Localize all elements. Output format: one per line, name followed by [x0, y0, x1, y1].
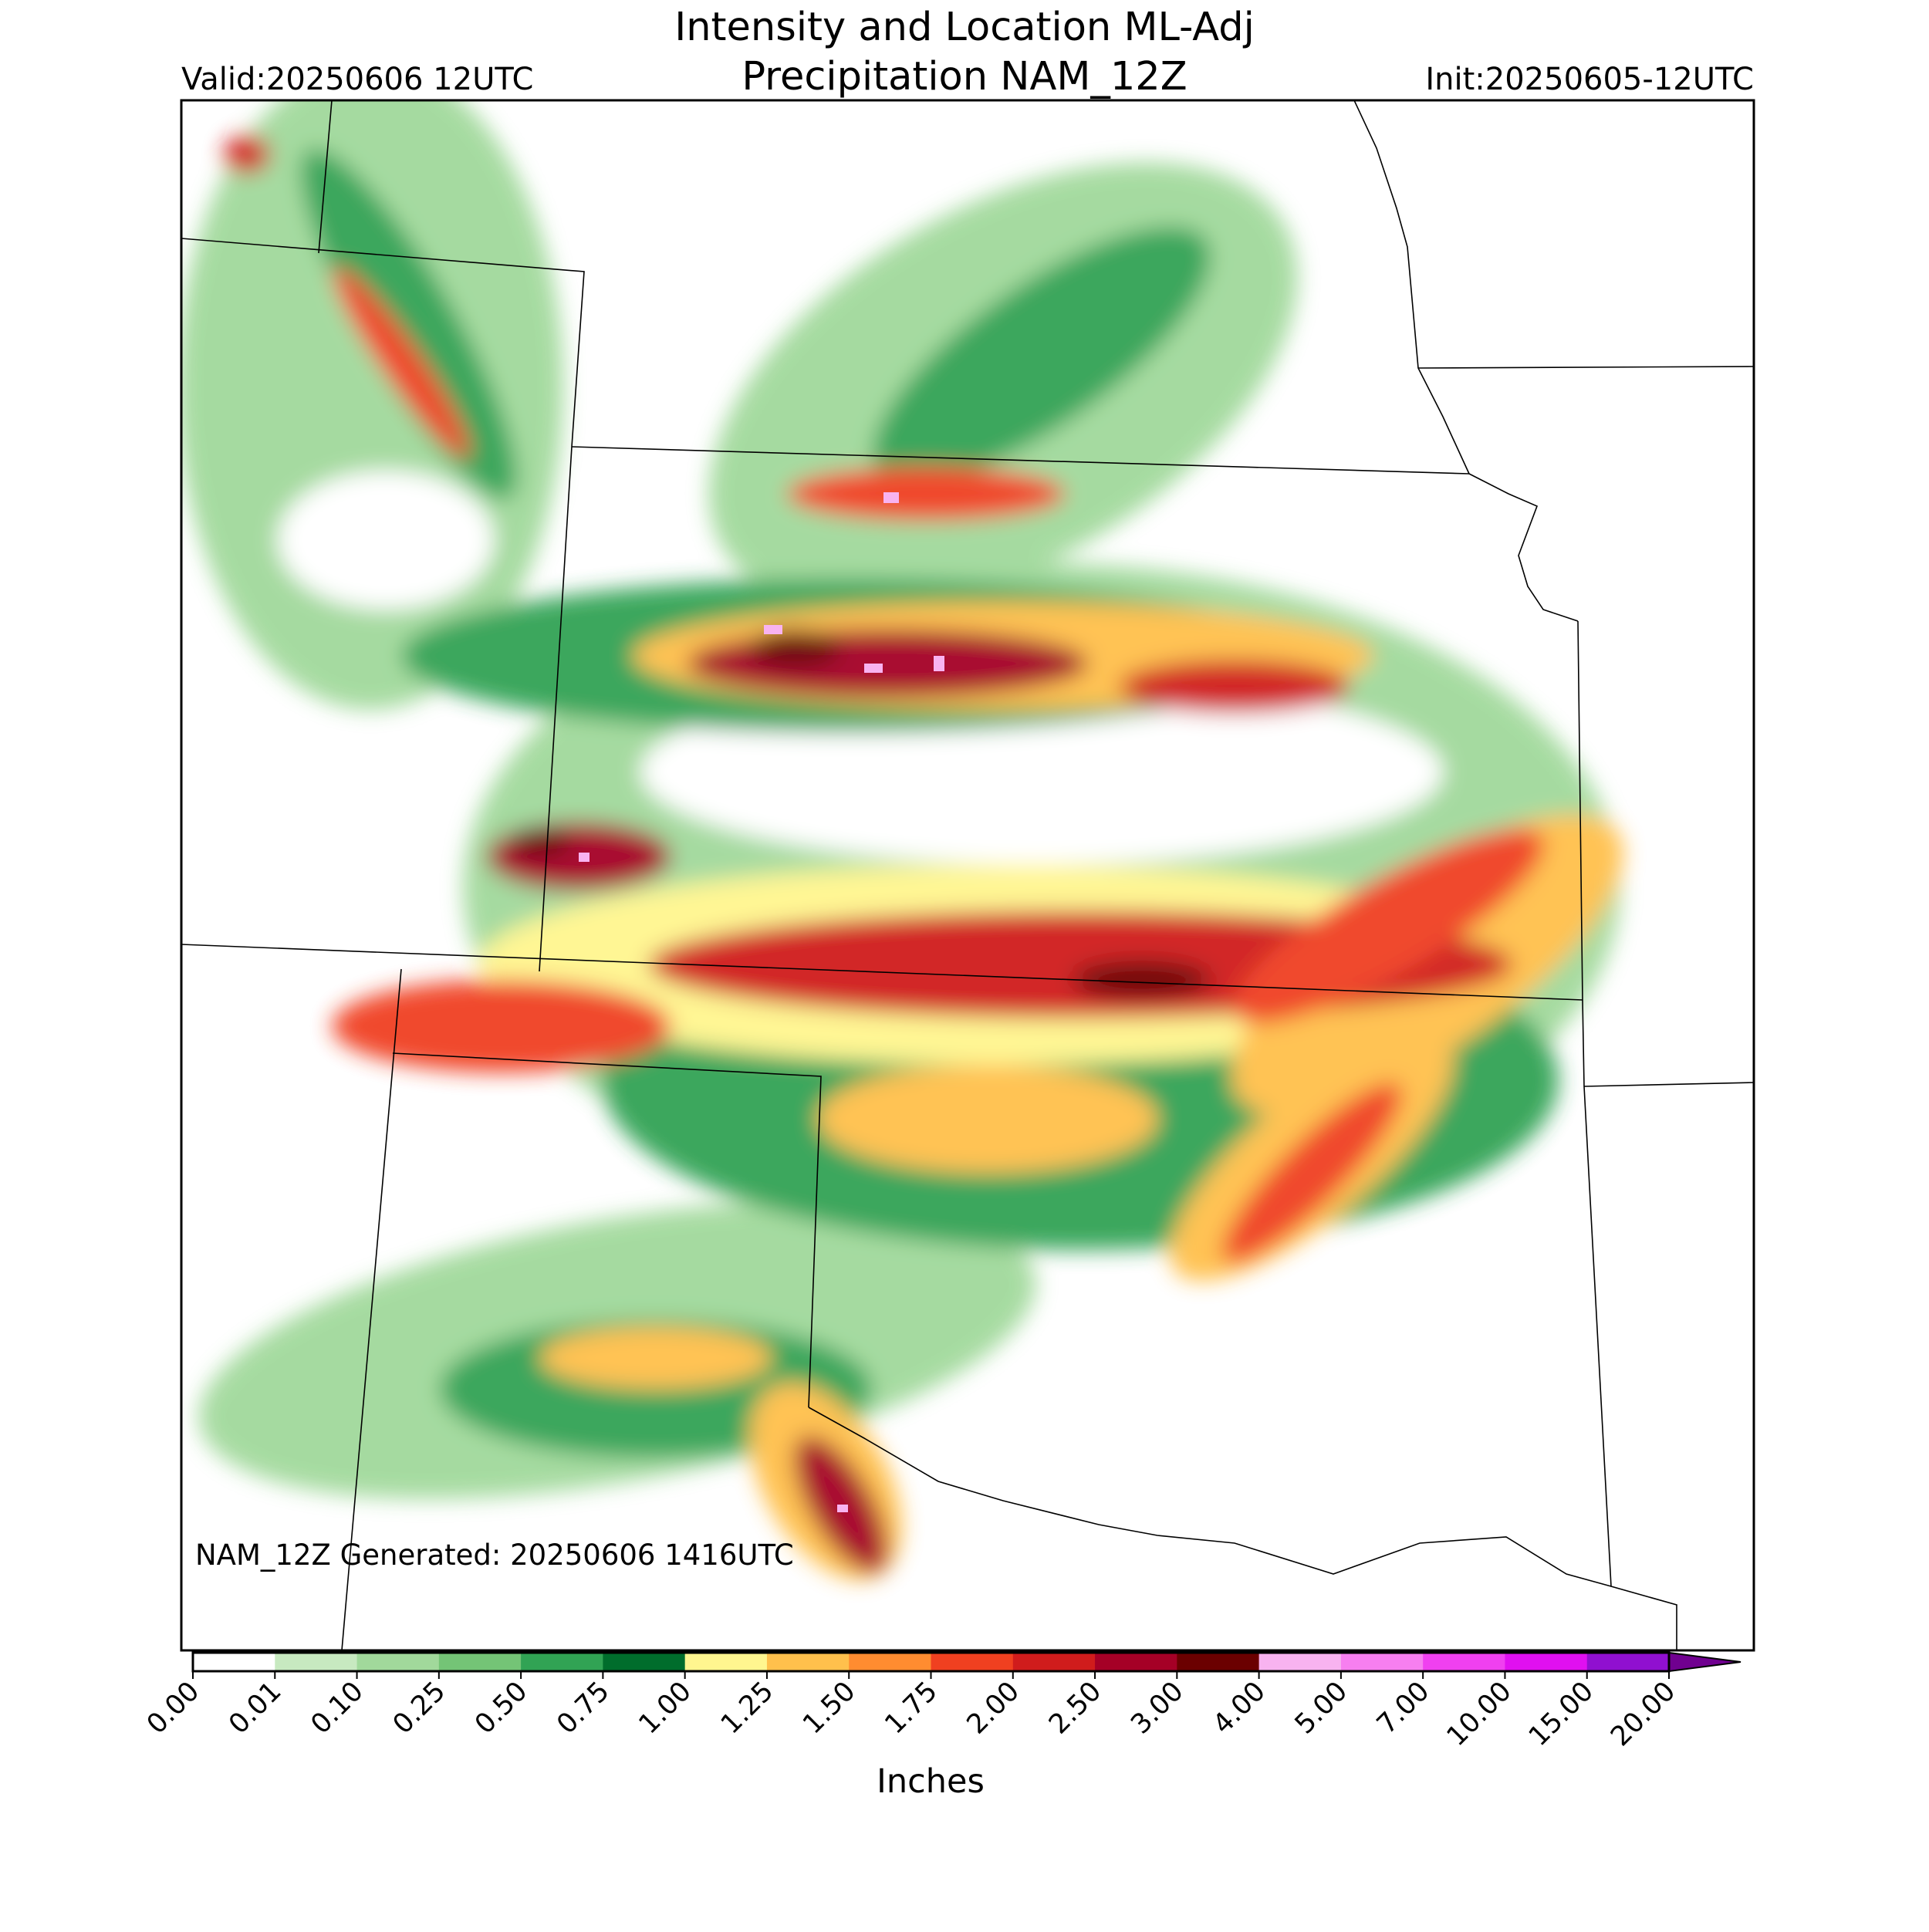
- colorbar-segment: [356, 1653, 440, 1671]
- colorbar-segment: [1340, 1653, 1424, 1671]
- colorbar-segment: [684, 1653, 768, 1671]
- colorbar-segment: [521, 1653, 603, 1671]
- colorbar-label: Inches: [877, 1762, 985, 1801]
- colorbar-tick-label: 0.10: [306, 1676, 370, 1740]
- init-time: Init:20250605-12UTC: [1425, 62, 1754, 97]
- colorbar-tick-label: 0.01: [223, 1676, 287, 1740]
- colorbar-segment: [931, 1653, 1014, 1671]
- colorbar-tick-label: 15.00: [1523, 1676, 1600, 1752]
- colorbar-tick-label: 5.00: [1289, 1676, 1353, 1740]
- colorbar-segment: [1423, 1653, 1505, 1671]
- colorbar-tick-label: 1.50: [797, 1676, 861, 1740]
- map-frame: [180, 99, 1755, 1652]
- colorbar-segment: [849, 1653, 931, 1671]
- colorbar: 0.00 0.01 0.10 0.25 0.50 0.75 1.00 1.25 1.50 1.75…: [141, 1651, 1742, 1752]
- colorbar-tick-label: 0.25: [387, 1676, 451, 1740]
- colorbar-tick-label: 0.75: [551, 1676, 615, 1740]
- boundaries: [181, 100, 1754, 1650]
- title-line: Precipitation NAM_12Z: [742, 54, 1187, 100]
- colorbar-tick-label: 10.00: [1441, 1676, 1518, 1752]
- colorbar-tick-label: 2.00: [961, 1676, 1025, 1740]
- colorbar-tick-label: 0.50: [469, 1676, 533, 1740]
- colorbar-segment: [1505, 1653, 1588, 1671]
- colorbar-tick-label: 1.75: [879, 1676, 943, 1740]
- colorbar-segment: [1258, 1653, 1342, 1671]
- colorbar-segment: [193, 1653, 275, 1671]
- colorbar-extend: [1668, 1651, 1742, 1673]
- colorbar-tick-label: 3.00: [1125, 1676, 1189, 1740]
- colorbar-segment: [1586, 1653, 1670, 1671]
- precip-field: [181, 100, 1623, 1580]
- colorbar-segment: [766, 1653, 850, 1671]
- colorbar-segment: [438, 1653, 522, 1671]
- colorbar-tick-label: 20.00: [1605, 1676, 1681, 1752]
- colorbar-segment: [603, 1653, 686, 1671]
- colorbar-tick-label: 4.00: [1208, 1676, 1272, 1740]
- colorbar-tick-label: 1.25: [715, 1676, 779, 1740]
- colorbar-segment: [1177, 1653, 1260, 1671]
- colorbar-segment: [1012, 1653, 1096, 1671]
- colorbar-tick-label: 2.50: [1043, 1676, 1107, 1740]
- colorbar-tick-label: 0.00: [141, 1676, 205, 1740]
- title-line: Intensity and Location ML-Adj: [674, 5, 1255, 50]
- valid-time: Valid:20250606 12UTC: [181, 62, 533, 97]
- colorbar-segment: [1095, 1653, 1177, 1671]
- colorbar-tick-label: 1.00: [633, 1676, 698, 1740]
- footnote: NAM_12Z Generated: 20250606 1416UTC: [195, 1539, 794, 1572]
- colorbar-segment: [275, 1653, 358, 1671]
- colorbar-tick-label: 7.00: [1371, 1676, 1435, 1740]
